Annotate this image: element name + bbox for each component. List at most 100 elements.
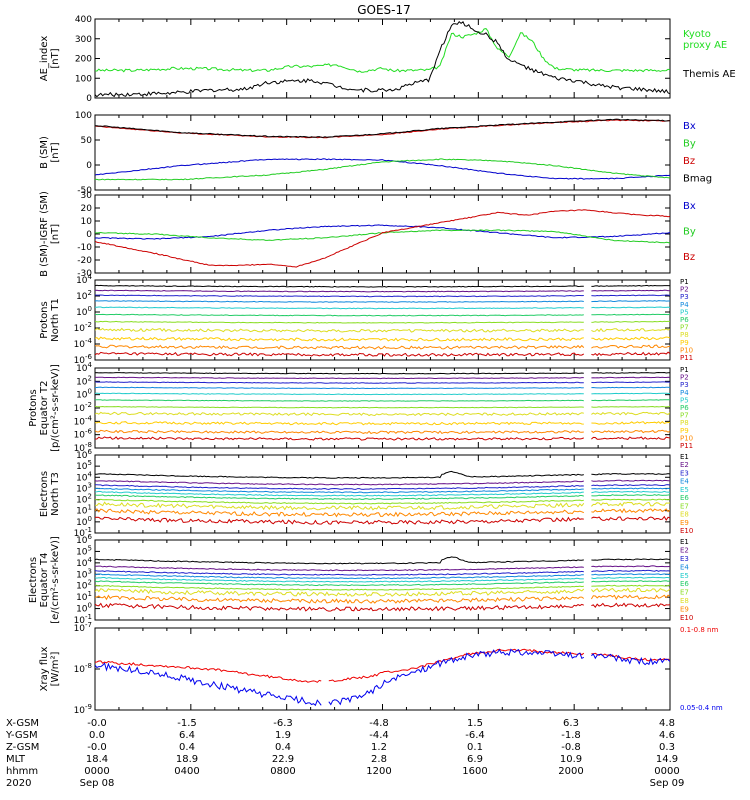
series-line-e9 xyxy=(591,507,670,514)
y-tick-label: 10-7 xyxy=(74,621,92,634)
legend-label: Bz xyxy=(683,156,695,167)
series-line-p8 xyxy=(591,327,670,333)
footer-value: 0000 xyxy=(654,766,679,777)
footer-value: 4.6 xyxy=(659,730,675,741)
legend-label: E6 xyxy=(680,494,689,502)
panel-frame xyxy=(94,194,671,274)
footer-row-label: Y-GSM xyxy=(5,730,38,741)
series-line-p11 xyxy=(95,436,584,441)
footer-value: 14.9 xyxy=(656,754,678,765)
series-line-e10 xyxy=(591,515,670,521)
legend-label: P9 xyxy=(680,427,689,435)
footer-value: -0.8 xyxy=(561,742,581,753)
footer-value: -1.5 xyxy=(177,718,197,729)
legend-label: 0.05-0.4 nm xyxy=(680,704,723,712)
y-tick-label: 10-2 xyxy=(74,321,92,334)
legend-label: P1 xyxy=(680,278,689,286)
y-tick-label: -10 xyxy=(77,243,92,253)
footer-value: Sep 08 xyxy=(80,778,115,789)
legend-label: P6 xyxy=(680,316,689,324)
legend-label: Bx xyxy=(683,121,696,132)
footer-value: 10.9 xyxy=(560,754,582,765)
series-line-p10 xyxy=(95,344,585,350)
series-line-e2 xyxy=(591,479,670,482)
y-axis-label: AE_index[nT] xyxy=(39,36,61,82)
legend-label: Themis AE xyxy=(682,69,736,80)
y-tick-label: 0 xyxy=(86,94,92,104)
legend-label: E8 xyxy=(680,511,689,519)
panel-frame xyxy=(94,627,671,711)
y-tick-label: 10-9 xyxy=(74,703,92,716)
series-line-e1 xyxy=(591,558,670,561)
legend-label: By xyxy=(683,227,696,238)
legend-label: P11 xyxy=(680,442,693,450)
y-tick-label: 106 xyxy=(76,448,92,461)
footer-value: 4.8 xyxy=(659,718,675,729)
series-line-0-05-0-4-nm xyxy=(591,653,670,666)
legend-label: P8 xyxy=(680,419,689,427)
y-tick-label: 103 xyxy=(76,481,92,494)
legend-label: E7 xyxy=(680,502,689,510)
series-line-e6 xyxy=(591,580,670,583)
footer-row-label: Z-GSM xyxy=(6,742,39,753)
footer-value: 1.9 xyxy=(275,730,291,741)
legend-label: P9 xyxy=(680,339,689,347)
series-line-e3 xyxy=(591,484,670,487)
series-line-p10 xyxy=(591,344,670,349)
plot-area xyxy=(95,209,670,268)
series-line-bz xyxy=(95,209,670,268)
series-line-e1 xyxy=(591,472,670,476)
series-line-e3 xyxy=(95,484,584,490)
y-tick-label: 102 xyxy=(76,374,92,387)
footer-value: 0.4 xyxy=(275,742,291,753)
legend-label: E9 xyxy=(680,606,689,614)
footer-value: 2000 xyxy=(558,766,583,777)
footer-value: 1.5 xyxy=(467,718,483,729)
series-line-p6 xyxy=(591,399,670,402)
series-line-e4 xyxy=(95,487,584,494)
series-line-p3 xyxy=(591,381,670,384)
legend-label: Kyoto proxy AE xyxy=(683,29,727,51)
legend-label: E4 xyxy=(680,563,689,571)
y-tick-label: 100 xyxy=(76,602,92,615)
y-axis-label: ProtonsEquator T2[p/(cm²-s-sr-keV)] xyxy=(28,364,61,452)
footer-value: 1600 xyxy=(462,766,487,777)
plot-area xyxy=(95,648,670,707)
footer-value: 22.9 xyxy=(272,754,294,765)
legend-label: P6 xyxy=(680,404,689,412)
series-line-0-1-0-8-nm xyxy=(591,652,670,662)
series-line-p11 xyxy=(95,351,585,357)
series-line-p1 xyxy=(95,284,584,288)
y-tick-label: 102 xyxy=(76,289,92,302)
y-tick-label: 101 xyxy=(76,504,92,517)
series-line-e4 xyxy=(591,487,670,490)
panel-8: 10-7 10-8 10-9 Xray flux[W/m²] 0.1-0.8 nm 0.0… xyxy=(39,621,723,716)
series-line-p2 xyxy=(95,289,584,293)
footer-row-label: MLT xyxy=(6,754,26,765)
series-line-e4 xyxy=(95,573,584,580)
series-line-p4 xyxy=(591,386,670,389)
series-line-e5 xyxy=(591,490,670,494)
legend-label: P2 xyxy=(680,374,689,382)
series-line-e2 xyxy=(95,480,584,486)
figure-title: GOES-17 xyxy=(357,3,411,17)
footer-value: 0.1 xyxy=(467,742,483,753)
series-line-e3 xyxy=(591,569,670,573)
series-line-e1 xyxy=(95,556,584,565)
legend-label: E4 xyxy=(680,478,689,486)
y-tick-label: 102 xyxy=(76,493,92,506)
series-line-e8 xyxy=(591,501,670,507)
footer-value: 6.9 xyxy=(467,754,483,765)
series-line-p10 xyxy=(591,429,670,434)
series-line-p4 xyxy=(95,386,584,390)
footer-value: 0400 xyxy=(174,766,199,777)
series-line-bz xyxy=(95,119,670,139)
panel-3: 30 20 10 0 -10 -20 -30 B (SM)-IGRF (SM)[nT] Bx By… xyxy=(39,191,696,279)
plot-area xyxy=(95,556,670,612)
series-line-e7 xyxy=(95,498,584,505)
legend-label: P10 xyxy=(680,434,693,442)
footer-row-label: X-GSM xyxy=(6,718,39,729)
series-line-e6 xyxy=(95,580,584,587)
